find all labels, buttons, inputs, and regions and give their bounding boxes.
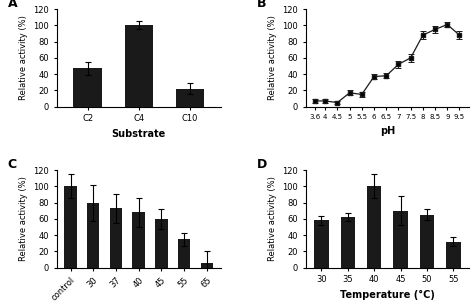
Bar (446, 241, 461, 268)
Bar (155, 219, 168, 268)
Bar (109, 208, 122, 268)
Bar (73, 68, 101, 107)
Bar (201, 264, 213, 268)
Bar (132, 212, 145, 268)
X-axis label: Temperature (°C): Temperature (°C) (340, 290, 435, 300)
Text: A: A (8, 0, 18, 10)
Bar (87, 203, 100, 268)
Bar (420, 215, 434, 268)
Y-axis label: Relative activity (%): Relative activity (%) (19, 16, 28, 100)
Y-axis label: Relative activity (%): Relative activity (%) (268, 176, 277, 261)
Bar (64, 186, 77, 268)
Bar (367, 186, 382, 268)
Bar (125, 25, 153, 107)
Y-axis label: Relative activity (%): Relative activity (%) (268, 16, 277, 100)
Bar (393, 211, 408, 268)
Bar (178, 239, 191, 268)
Y-axis label: Relative activity (%): Relative activity (%) (19, 176, 28, 261)
Bar (341, 217, 355, 268)
Text: B: B (256, 0, 266, 10)
Bar (176, 89, 204, 107)
Text: C: C (8, 158, 17, 171)
X-axis label: pH: pH (380, 126, 395, 136)
Text: D: D (256, 158, 267, 171)
X-axis label: Substrate: Substrate (111, 129, 166, 139)
Bar (314, 220, 328, 268)
